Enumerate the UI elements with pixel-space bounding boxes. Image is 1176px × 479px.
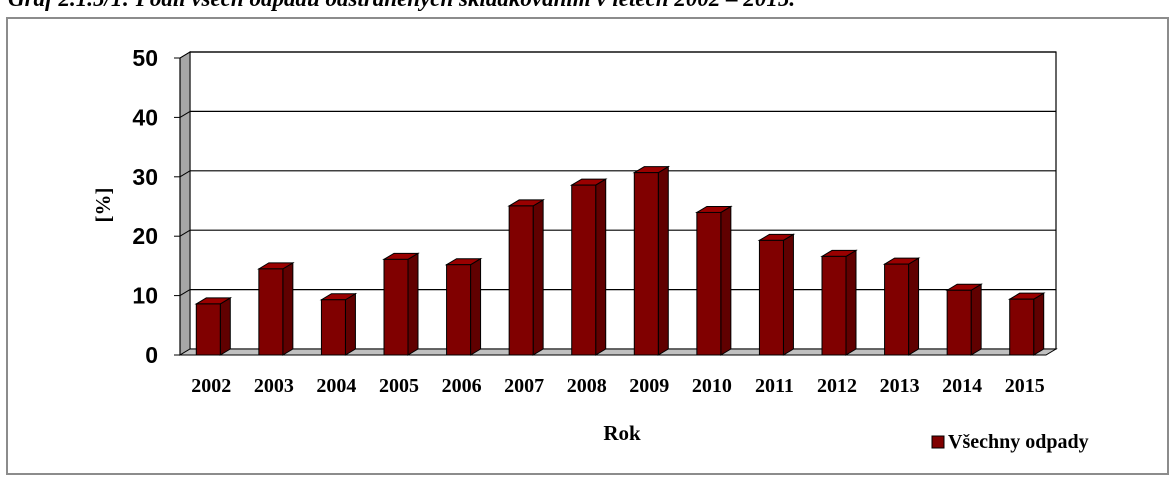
bar-2003 — [257, 261, 295, 356]
x-axis-title: Rok — [603, 421, 641, 445]
legend-label: Všechny odpady — [948, 431, 1089, 453]
gridline-side — [179, 170, 191, 178]
gridline-side — [179, 110, 191, 118]
gridline-side — [179, 229, 191, 237]
x-tick-label: 2008 — [567, 375, 607, 397]
bar-2012 — [820, 249, 858, 356]
bar-2008 — [569, 178, 608, 356]
x-axis-ticks: 2002 2003 2004 2005 2006 2007 2008 2009 2010 2011… — [191, 375, 1044, 397]
x-tick-label: 2010 — [692, 375, 732, 397]
y-tick-label: 50 — [132, 45, 158, 71]
side-wall — [179, 51, 191, 356]
bar-2011 — [757, 233, 796, 356]
legend-swatch — [931, 435, 945, 449]
x-tick-label: 2005 — [379, 375, 419, 397]
x-tick-label: 2013 — [880, 375, 920, 397]
chart-caption: Graf 2.1.5/1: Podíl všech odpadů odstran… — [8, 0, 795, 12]
bar-2010 — [695, 205, 733, 356]
bars — [194, 165, 1046, 356]
bar-2007 — [507, 199, 545, 356]
x-tick-label: 2015 — [1005, 375, 1045, 397]
legend: Všechny odpady — [931, 431, 1089, 453]
gridline-side — [179, 51, 191, 59]
back-wall — [189, 51, 1057, 350]
gridline-side — [179, 289, 191, 297]
x-tick-label: 2007 — [504, 375, 544, 397]
plot-walls — [178, 51, 1058, 356]
y-tick-label: 40 — [132, 104, 158, 130]
y-axis-title: [%] — [91, 188, 115, 223]
y-tick-label: 20 — [132, 223, 158, 249]
bar-2005 — [382, 252, 420, 356]
bar-2002 — [194, 297, 233, 356]
x-tick-label: 2012 — [817, 375, 857, 397]
x-tick-label: 2003 — [254, 375, 294, 397]
y-tick-label: 10 — [132, 283, 158, 309]
bar-2006 — [444, 257, 483, 356]
bar-2013 — [882, 257, 921, 356]
x-tick-label: 2004 — [316, 375, 356, 397]
floor — [178, 348, 1058, 356]
y-tick-label: 0 — [145, 342, 158, 368]
bar-2015 — [1007, 292, 1046, 356]
x-tick-label: 2009 — [629, 375, 669, 397]
bar-2004 — [319, 292, 358, 356]
x-tick-label: 2011 — [755, 375, 794, 397]
y-tick-label: 30 — [132, 164, 158, 190]
bar-2009 — [632, 165, 671, 356]
x-tick-label: 2006 — [442, 375, 482, 397]
x-tick-label: 2002 — [191, 375, 231, 397]
bar-2014 — [945, 283, 983, 356]
x-tick-label: 2014 — [942, 375, 982, 397]
y-axis-ticks: 0 10 20 30 40 50 — [132, 45, 181, 368]
